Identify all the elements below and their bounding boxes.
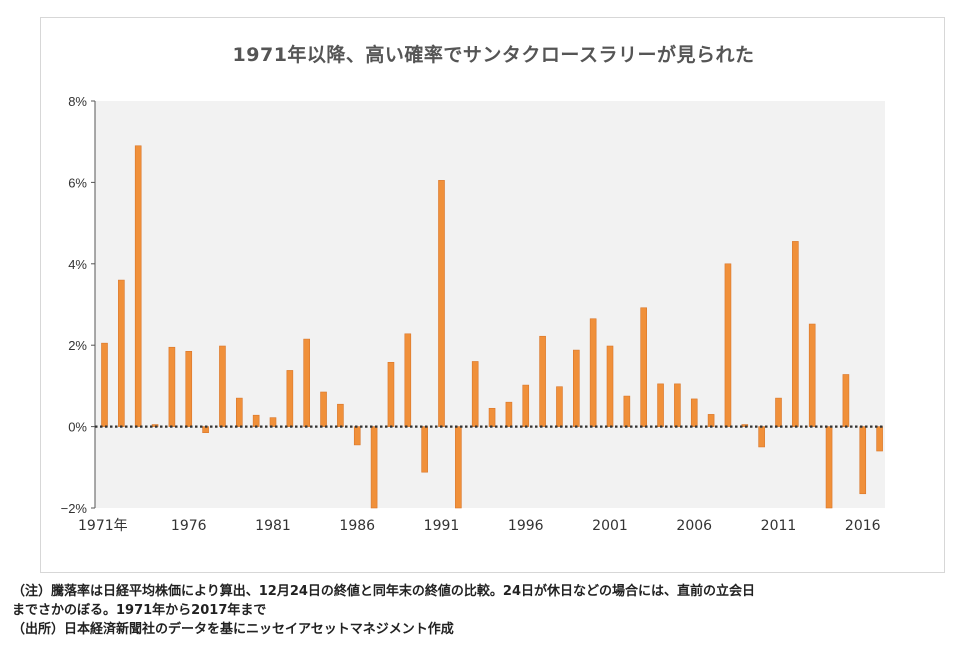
x-tick-label: 1981 <box>255 518 291 534</box>
y-tick-label: 0% <box>68 420 87 435</box>
x-tick-label: 1986 <box>339 518 375 534</box>
note-line-1: （注）騰落率は日経平均株価により算出、12月24日の終値と同年末の終値の比較。2… <box>12 584 756 599</box>
bar-2011 <box>775 397 782 427</box>
bar-1984 <box>320 391 327 427</box>
bar-2002 <box>623 395 631 427</box>
bar-1979 <box>236 397 243 427</box>
bar-2014 <box>825 426 833 509</box>
x-tick-label: 2001 <box>592 518 628 534</box>
bar-1972 <box>118 279 125 427</box>
bar-1991 <box>438 180 445 427</box>
bar-2007 <box>707 414 715 427</box>
bar-1981 <box>269 417 277 427</box>
bar-1999 <box>572 349 580 427</box>
bar-1985 <box>337 403 344 427</box>
bar-1986 <box>353 426 361 446</box>
x-tick-label: 1971年 <box>78 518 128 534</box>
y-tick-label: 2% <box>68 338 87 353</box>
bar-1973 <box>134 145 142 427</box>
bar-2008 <box>724 263 732 427</box>
plot-area <box>95 101 885 508</box>
bar-2013 <box>808 323 816 427</box>
y-tick-label: 6% <box>68 175 87 190</box>
bar-1983 <box>303 338 311 427</box>
bar-2004 <box>657 383 664 427</box>
bar-1982 <box>286 370 294 427</box>
x-tick-label: 2016 <box>845 518 881 534</box>
y-tick-label: −2% <box>61 501 88 516</box>
bar-2016 <box>859 426 867 495</box>
bar-1993 <box>471 361 479 427</box>
bar-1996 <box>522 384 530 427</box>
y-tick-label: 4% <box>68 257 87 272</box>
bar-2017 <box>876 426 883 452</box>
bar-2012 <box>792 241 799 427</box>
x-tick-label: 1991 <box>424 518 460 534</box>
bar-1995 <box>505 401 513 427</box>
bar-1989 <box>404 333 412 427</box>
bar-2015 <box>842 374 850 427</box>
bar-2003 <box>640 307 648 427</box>
bar-1998 <box>556 386 563 427</box>
bar-1980 <box>252 414 260 427</box>
bar-1994 <box>488 407 496 427</box>
bar-2000 <box>589 318 597 427</box>
x-tick-label: 1996 <box>508 518 544 534</box>
bar-2001 <box>606 345 614 427</box>
bar-2010 <box>758 426 765 448</box>
bar-1971 <box>101 342 108 427</box>
bar-2006 <box>690 398 698 427</box>
x-tick-label: 2011 <box>761 518 797 534</box>
x-tick-label: 1976 <box>171 518 207 534</box>
bar-1987 <box>370 426 378 509</box>
bar-1978 <box>219 345 226 427</box>
note-line-3: （出所）日本経済新聞社のデータを基にニッセイアセットマネジメント作成 <box>12 622 454 637</box>
y-tick-label: 8% <box>68 94 87 109</box>
x-tick-label: 2006 <box>676 518 712 534</box>
bar-1997 <box>539 335 546 427</box>
chart-title: 1971年以降、高い確率でサンタクロースラリーが見られた <box>232 44 755 66</box>
note-line-2: までさかのぼる。1971年から2017年まで <box>12 603 267 618</box>
bar-1990 <box>421 426 428 473</box>
bar-2005 <box>674 383 681 427</box>
bar-1988 <box>387 361 395 427</box>
bar-1975 <box>168 346 176 427</box>
footnotes: （注）騰落率は日経平均株価により算出、12月24日の終値と同年末の終値の比較。2… <box>12 582 952 639</box>
bar-1976 <box>185 351 193 427</box>
bar-1992 <box>455 426 462 509</box>
